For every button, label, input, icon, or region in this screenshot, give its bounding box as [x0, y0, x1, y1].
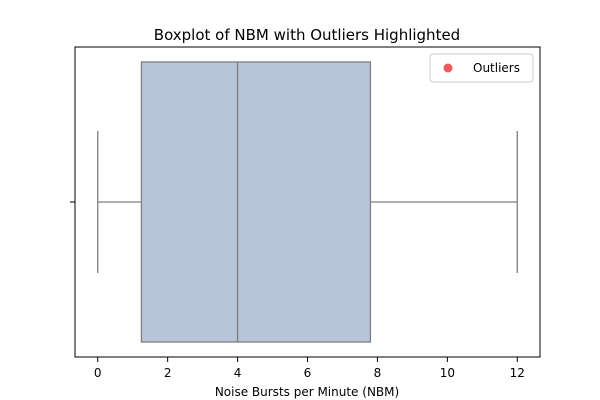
x-axis-ticks: 0 2 4 6 8 10 12	[94, 357, 525, 380]
x-tick-label: 2	[164, 366, 172, 380]
x-tick-label: 10	[440, 366, 455, 380]
legend-box	[429, 53, 534, 83]
box-group	[97, 61, 518, 343]
legend-marker	[443, 63, 453, 73]
x-tick-label: 4	[234, 366, 242, 380]
x-tick-label: 8	[374, 366, 382, 380]
legend: Outliers	[429, 53, 534, 83]
x-tick-label: 0	[94, 366, 102, 380]
iqr-box	[140, 61, 372, 343]
x-tick-label: 6	[304, 366, 312, 380]
x-tick-label: 12	[510, 366, 525, 380]
legend-label-outliers: Outliers	[473, 61, 520, 75]
x-axis-label: Noise Bursts per Minute (NBM)	[215, 385, 399, 399]
chart-title: Boxplot of NBM with Outliers Highlighted	[154, 26, 460, 44]
